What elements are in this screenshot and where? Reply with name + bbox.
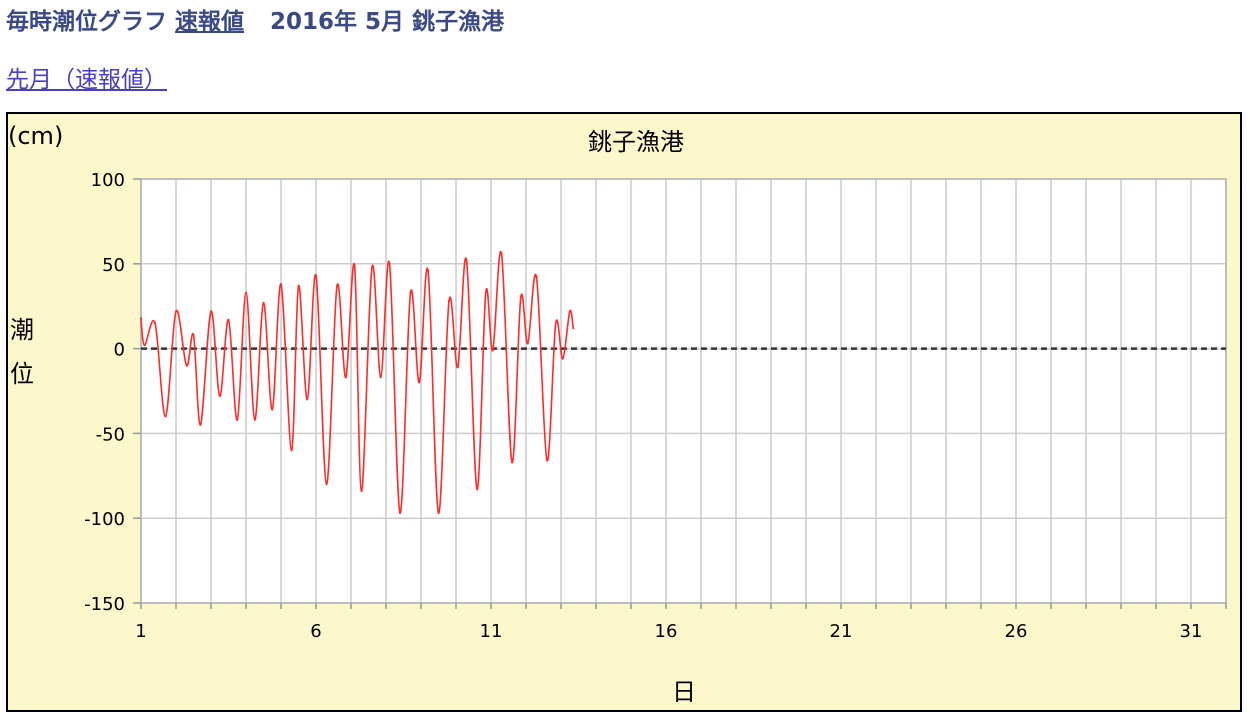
plot-area bbox=[141, 179, 1226, 603]
chart-panel: 100 50 0 -50 -100 -150 1 6 11 16 21 26 31 (cm) 銚子漁港… bbox=[6, 112, 1242, 712]
y-tick-label: 50 bbox=[102, 255, 125, 276]
data-point bbox=[456, 366, 459, 369]
data-point bbox=[448, 300, 450, 303]
x-axis-label: 日 bbox=[672, 678, 696, 706]
data-point bbox=[271, 408, 274, 411]
data-point bbox=[218, 395, 221, 398]
y-axis-label-char: 潮 bbox=[10, 316, 34, 344]
x-tick-label: 26 bbox=[1005, 621, 1028, 642]
data-point bbox=[465, 259, 468, 262]
x-tick-label: 16 bbox=[655, 621, 678, 642]
data-point bbox=[371, 266, 373, 269]
data-point bbox=[572, 327, 575, 330]
data-point bbox=[140, 317, 142, 320]
month-nav: 先月（速報値） bbox=[6, 62, 167, 98]
page-header: 毎時潮位グラフ 速報値 2016年 5月 銚子漁港 bbox=[6, 4, 504, 40]
y-tick-label: -100 bbox=[84, 509, 125, 530]
y-axis-label: 潮位 bbox=[10, 316, 34, 388]
data-point bbox=[379, 376, 382, 379]
data-point bbox=[476, 488, 478, 491]
data-point bbox=[143, 344, 146, 347]
data-point bbox=[418, 381, 421, 384]
data-point bbox=[399, 512, 401, 515]
page-title: 毎時潮位グラフ bbox=[6, 9, 167, 35]
data-point bbox=[253, 418, 256, 421]
x-tick-label: 1 bbox=[135, 621, 146, 642]
data-point bbox=[546, 459, 548, 462]
data-point bbox=[290, 449, 293, 452]
data-point bbox=[262, 301, 265, 304]
data-point bbox=[491, 349, 494, 352]
prev-month-link[interactable]: 先月（速報値） bbox=[6, 67, 167, 93]
data-point bbox=[437, 512, 440, 515]
data-point bbox=[568, 310, 571, 313]
y-axis-ticks: 100 50 0 -50 -100 -150 bbox=[84, 170, 141, 615]
data-point bbox=[336, 284, 338, 287]
data-point bbox=[154, 322, 156, 325]
series-points bbox=[140, 252, 575, 515]
chart-title: 銚子漁港 bbox=[588, 128, 684, 156]
y-tick-label: -50 bbox=[96, 424, 125, 445]
data-point bbox=[315, 274, 317, 277]
x-axis-ticks: 1 6 11 16 21 26 31 bbox=[135, 603, 1227, 642]
date-label: 2016年 5月 bbox=[270, 9, 405, 35]
data-point bbox=[561, 357, 564, 360]
data-point bbox=[164, 415, 167, 418]
preliminary-values-link[interactable]: 速報値 bbox=[175, 9, 245, 35]
data-point bbox=[427, 269, 429, 272]
data-point bbox=[344, 376, 347, 379]
data-point bbox=[554, 322, 557, 325]
data-point bbox=[500, 252, 503, 255]
data-point bbox=[526, 342, 529, 345]
data-point bbox=[245, 291, 247, 294]
data-point bbox=[484, 291, 487, 294]
data-point bbox=[306, 398, 309, 401]
data-point bbox=[236, 418, 239, 421]
data-point bbox=[535, 276, 538, 279]
data-point bbox=[297, 284, 300, 287]
data-point bbox=[280, 283, 282, 286]
data-point bbox=[175, 310, 177, 313]
y-tick-label: 0 bbox=[114, 340, 125, 361]
data-point bbox=[199, 423, 202, 426]
x-tick-label: 31 bbox=[1180, 621, 1203, 642]
x-tick-label: 21 bbox=[830, 621, 853, 642]
x-tick-label: 6 bbox=[310, 621, 321, 642]
data-point bbox=[227, 318, 230, 321]
data-point bbox=[353, 264, 356, 267]
y-tick-label: 100 bbox=[91, 170, 125, 191]
data-point bbox=[192, 334, 195, 337]
unit-label: (cm) bbox=[8, 122, 63, 150]
plot-frame bbox=[140, 178, 1227, 604]
data-point bbox=[325, 483, 328, 486]
x-tick-label: 11 bbox=[480, 621, 503, 642]
y-tick-label: -150 bbox=[84, 594, 125, 615]
data-point bbox=[511, 461, 513, 464]
y-axis-label-char: 位 bbox=[10, 360, 34, 388]
data-point bbox=[388, 262, 391, 265]
data-point bbox=[210, 310, 212, 313]
station-name: 銚子漁港 bbox=[412, 9, 505, 35]
data-point bbox=[360, 490, 363, 493]
data-point bbox=[409, 291, 412, 294]
data-point bbox=[185, 364, 188, 367]
data-point bbox=[519, 296, 522, 299]
